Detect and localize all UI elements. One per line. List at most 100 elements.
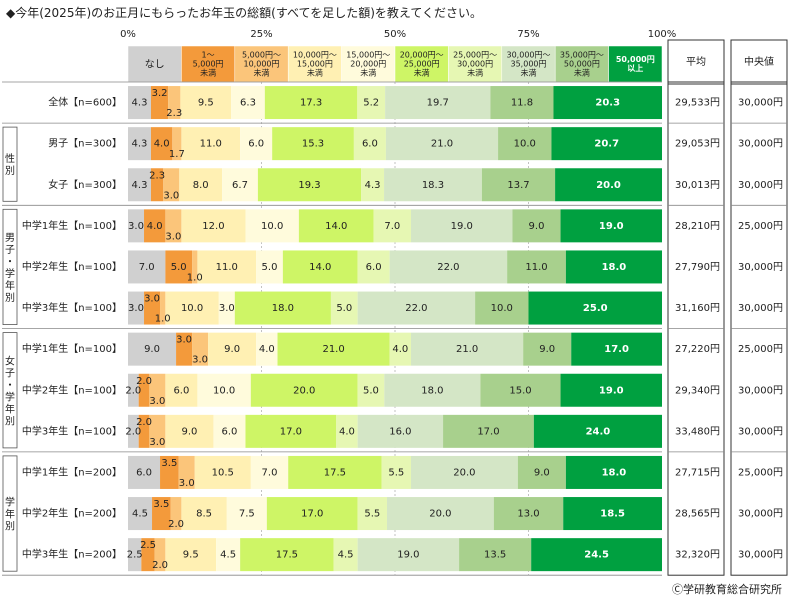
legend-swatch <box>448 45 503 83</box>
data-label: 4.5 <box>338 550 354 561</box>
bar-segment <box>490 86 554 120</box>
mean-value: 32,320円 <box>675 550 720 561</box>
bar-segment <box>160 291 166 325</box>
bar-segment <box>336 414 358 448</box>
bar-segment <box>163 168 180 202</box>
data-label: 6.0 <box>173 385 189 396</box>
bar-segment <box>179 168 223 202</box>
bar-segment <box>128 209 145 243</box>
data-label: 4.3 <box>132 139 148 150</box>
mean-value: 27,715円 <box>675 467 720 478</box>
bar-segment <box>149 414 166 448</box>
median-header-box <box>730 39 788 85</box>
mean-value: 28,565円 <box>675 509 720 520</box>
mean-value: 27,220円 <box>675 344 720 355</box>
bar-segment <box>128 538 142 572</box>
bar-segment <box>234 291 331 325</box>
bar-segment <box>138 373 150 407</box>
bar-segment <box>563 497 662 531</box>
bar-segment <box>128 127 151 161</box>
bar-segment <box>517 455 566 489</box>
median-value: 25,000円 <box>738 344 783 355</box>
bar-segment <box>298 209 374 243</box>
bar-segment <box>128 497 153 531</box>
bar-segment <box>222 168 258 202</box>
data-label: 9.5 <box>198 98 214 109</box>
data-label: 3.0 <box>163 190 179 201</box>
data-label: 13.5 <box>484 550 506 561</box>
mean-value: 29,340円 <box>675 385 720 396</box>
copyright-notice: Ⓒ学研教育総合研究所 <box>672 583 782 596</box>
group-label-box <box>2 126 18 202</box>
bar-segment <box>128 86 151 120</box>
data-label: 20.0 <box>429 509 451 520</box>
bar-segment <box>411 455 518 489</box>
bar-segment <box>373 209 412 243</box>
data-label: 5.2 <box>363 98 379 109</box>
data-label: 2.0 <box>125 385 141 396</box>
group-label: 男子・学年別 <box>5 232 15 304</box>
x-tick-label: 75% <box>517 29 539 40</box>
mean-header-box <box>667 39 725 85</box>
bar-segment <box>128 455 161 489</box>
bar-segment <box>411 332 524 366</box>
data-label: 5.0 <box>363 385 379 396</box>
bar-segment <box>571 332 662 366</box>
data-label: 6.0 <box>222 426 238 437</box>
bar-segment <box>357 291 476 325</box>
group-label-box <box>2 455 18 572</box>
data-label: 4.5 <box>220 550 236 561</box>
data-label: 4.0 <box>154 139 170 150</box>
data-label: 2.0 <box>136 417 152 428</box>
data-label: 22.0 <box>405 303 427 314</box>
bar-segment <box>264 86 358 120</box>
bar-segment <box>149 373 166 407</box>
data-label: 9.0 <box>539 344 555 355</box>
data-label: 19.0 <box>451 221 473 232</box>
data-label: 9.0 <box>224 344 240 355</box>
data-label: 19.3 <box>298 180 320 191</box>
bar-segment <box>216 538 241 572</box>
row-label: 中学1年生【n=100】 <box>22 219 122 232</box>
mean-value: 30,013円 <box>675 180 720 191</box>
data-label: 2.3 <box>149 170 165 181</box>
data-label: 5.0 <box>171 262 187 273</box>
data-label: 3.0 <box>219 303 235 314</box>
data-label: 3.0 <box>149 396 165 407</box>
bar-segment <box>208 332 257 366</box>
bar-segment <box>128 250 166 284</box>
bar-segment <box>256 250 283 284</box>
x-tick-label: 25% <box>250 29 272 40</box>
bar-segment <box>384 168 482 202</box>
data-label: 3.0 <box>165 231 181 242</box>
legend-label: 35,000円～ 50,000円未満 <box>560 51 604 78</box>
bar-segment <box>565 455 662 489</box>
median-header: 中央値 <box>744 55 774 68</box>
bar-segment <box>197 250 257 284</box>
bar-segment <box>565 250 662 284</box>
data-label: 17.0 <box>301 509 323 520</box>
legend-label: 25,000円～ 30,000円未満 <box>453 51 497 78</box>
data-label: 19.7 <box>427 98 449 109</box>
bar-segment <box>277 332 390 366</box>
data-label: 2.3 <box>166 108 182 119</box>
bar-segment <box>152 497 171 531</box>
bar-segment <box>154 538 166 572</box>
bar-segment <box>192 250 198 284</box>
data-label: 17.5 <box>276 550 298 561</box>
median-value: 30,000円 <box>738 303 783 314</box>
bar-segment <box>165 250 193 284</box>
median-value: 30,000円 <box>738 180 783 191</box>
median-value: 30,000円 <box>738 426 783 437</box>
bar-segment <box>128 373 139 407</box>
data-label: 5.0 <box>336 303 352 314</box>
bar-segment <box>523 332 572 366</box>
data-label: 11.8 <box>511 98 533 109</box>
data-label: 9.0 <box>144 344 160 355</box>
group-label: 学年別 <box>5 496 15 533</box>
data-label: 4.5 <box>132 509 148 520</box>
data-label: 9.0 <box>534 467 550 478</box>
data-label: 18.0 <box>272 303 294 314</box>
bar-segment <box>353 127 386 161</box>
bar-segment <box>357 373 385 407</box>
